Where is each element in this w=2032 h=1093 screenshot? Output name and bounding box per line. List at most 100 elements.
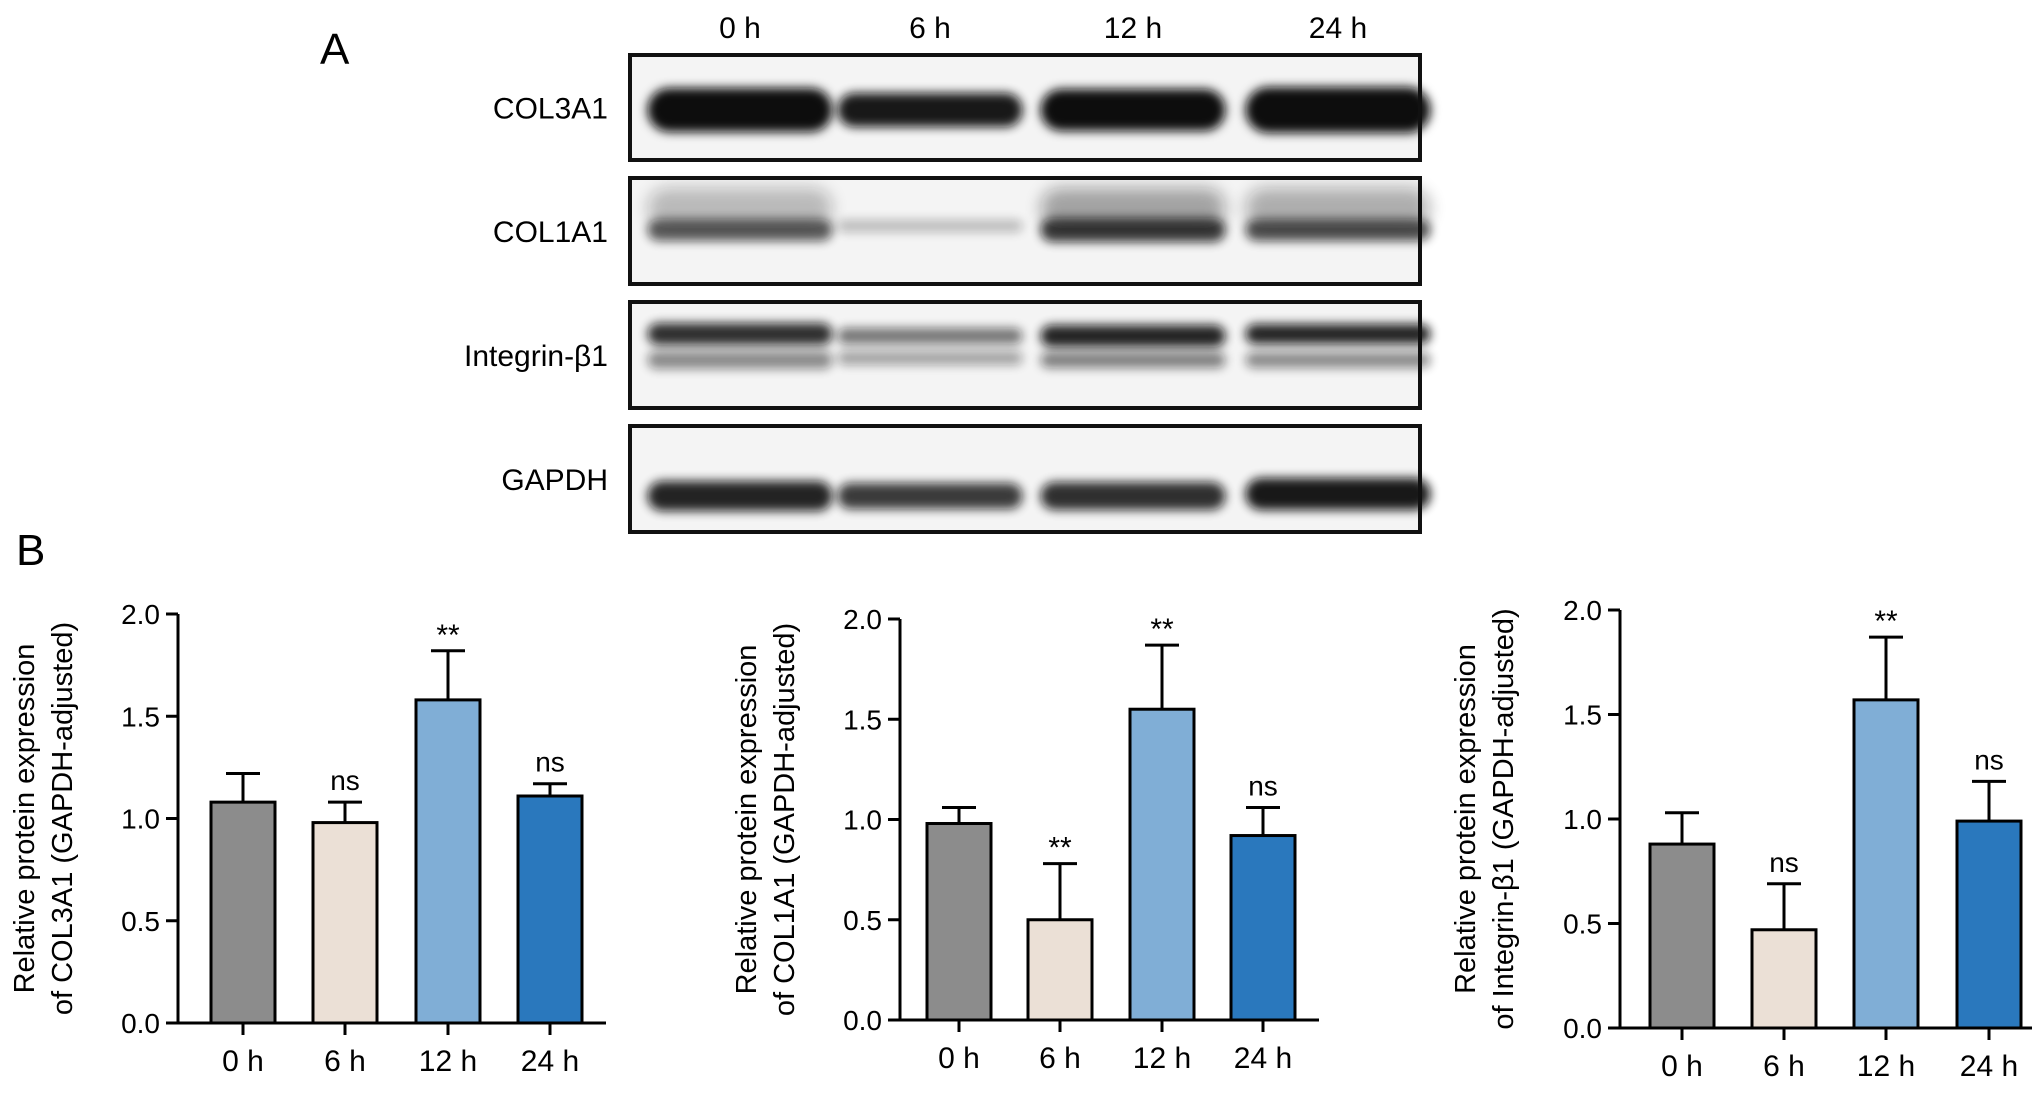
band-col3a1-24-h xyxy=(1245,87,1431,133)
blot-frame xyxy=(628,176,1422,286)
blot-row-integrin-1: Integrin-β1 xyxy=(464,300,1431,410)
y-axis-label-line-2: of Integrin-β1 (GAPDH-adjusted) xyxy=(1488,608,1520,1029)
significance-label-6-h: ns xyxy=(1769,847,1799,878)
bar-0-h xyxy=(209,800,277,1025)
y-tick-label: 1.5 xyxy=(121,701,160,732)
band-col3a1-12-h xyxy=(1040,89,1226,131)
y-axis-label-line-2: of COL1A1 (GAPDH-adjusted) xyxy=(769,623,801,1016)
x-tick-label-6-h: 6 h xyxy=(1039,1042,1081,1075)
significance-label-24-h: ns xyxy=(535,747,565,778)
chart-2: 0.0 0.5 1.0 1.5 2.0 Relative protein expressi… xyxy=(731,604,1319,1075)
y-axis-label-line-1: Relative protein expression xyxy=(731,645,763,995)
blot-row-col3a1: COL3A1 xyxy=(493,53,1431,162)
y-tick-label: 0.0 xyxy=(843,1005,882,1036)
y-tick-label: 2.0 xyxy=(1563,595,1602,626)
band-integrin-1-6-h-1 xyxy=(837,351,1023,365)
y-tick-label: 0.5 xyxy=(843,905,882,936)
panel-a-letter: A xyxy=(320,25,350,74)
significance-label-12-h: ** xyxy=(436,619,460,652)
x-tick-label-24-h: 24 h xyxy=(521,1045,579,1078)
band-integrin-1-0-h xyxy=(647,323,833,345)
band-gapdh-0-h xyxy=(647,481,833,511)
blot-row-col1a1: COL1A1 xyxy=(493,176,1431,286)
x-tick-label-24-h: 24 h xyxy=(1234,1042,1292,1075)
bar-24-h xyxy=(1955,819,2023,1030)
y-tick-label: 1.0 xyxy=(843,805,882,836)
x-tick-label-12-h: 12 h xyxy=(1857,1050,1915,1083)
blot-frame xyxy=(628,53,1422,162)
y-tick-label: 0.0 xyxy=(121,1008,160,1039)
y-tick-label: 1.0 xyxy=(121,804,160,835)
significance-label-6-h: ns xyxy=(330,765,360,796)
protein-label-gapdh: GAPDH xyxy=(501,464,608,497)
band-gapdh-12-h xyxy=(1040,482,1226,510)
bar-0-h xyxy=(1648,842,1716,1030)
bar-12-h xyxy=(414,698,482,1025)
band-col1a1-0-h-1 xyxy=(647,188,833,228)
band-gapdh-6-h xyxy=(837,483,1023,509)
x-tick-label-12-h: 12 h xyxy=(1133,1042,1191,1075)
bar-24-h xyxy=(1229,834,1297,1022)
bar-0-h xyxy=(925,822,993,1022)
protein-label-col3a1: COL3A1 xyxy=(493,93,608,126)
panel-a-western-blot: A 0 h 6 h 12 h 24 h COL3A1 COL1A1 Integrin-β1… xyxy=(320,12,1431,534)
chart-3: 0.0 0.5 1.0 1.5 2.0 Relative protein expressi… xyxy=(1450,595,2032,1083)
y-tick-label: 1.5 xyxy=(843,704,882,735)
x-tick-label-0-h: 0 h xyxy=(1661,1050,1703,1083)
band-col1a1-24-h-1 xyxy=(1245,188,1431,228)
significance-label-6-h: ** xyxy=(1048,832,1072,865)
y-axis-label-line-2: of COL3A1 (GAPDH-adjusted) xyxy=(47,622,79,1015)
panel-b-letter: B xyxy=(16,526,45,575)
band-integrin-1-24-h xyxy=(1245,324,1431,344)
band-col1a1-6-h xyxy=(837,220,1023,232)
panel-b-bar-charts: B 0.0 0.5 1.0 1.5 2.0 Relative protein expres… xyxy=(9,526,2032,1083)
x-tick-label-6-h: 6 h xyxy=(1763,1050,1805,1083)
x-tick-label-12-h: 12 h xyxy=(419,1045,477,1078)
blot-rows: COL3A1 COL1A1 Integrin-β1 GAPDH xyxy=(464,53,1431,534)
blot-frame xyxy=(628,424,1422,534)
band-col3a1-6-h xyxy=(837,93,1023,127)
band-integrin-1-12-h xyxy=(1040,325,1226,347)
band-col3a1-0-h xyxy=(647,88,833,132)
lane-label-12-h: 12 h xyxy=(1104,12,1162,45)
y-tick-label: 1.0 xyxy=(1563,804,1602,835)
bar-12-h xyxy=(1128,707,1196,1022)
band-integrin-1-6-h xyxy=(837,328,1023,344)
x-tick-label-6-h: 6 h xyxy=(324,1045,366,1078)
y-tick-label: 0.0 xyxy=(1563,1013,1602,1044)
lane-label-0-h: 0 h xyxy=(719,12,761,45)
bar-24-h xyxy=(516,794,584,1025)
lane-label-24-h: 24 h xyxy=(1309,12,1367,45)
charts: 0.0 0.5 1.0 1.5 2.0 Relative protein expressi… xyxy=(9,595,2032,1083)
significance-label-12-h: ** xyxy=(1150,613,1174,646)
band-integrin-1-12-h-1 xyxy=(1040,352,1226,368)
blot-frame xyxy=(628,300,1422,410)
significance-label-24-h: ns xyxy=(1974,744,2004,775)
y-axis-label-line-1: Relative protein expression xyxy=(1450,644,1482,994)
protein-label-integrin-1: Integrin-β1 xyxy=(464,340,608,373)
band-gapdh-24-h xyxy=(1245,478,1431,510)
y-tick-label: 1.5 xyxy=(1563,700,1602,731)
lane-label-6-h: 6 h xyxy=(909,12,951,45)
significance-label-12-h: ** xyxy=(1874,605,1898,638)
blot-row-gapdh: GAPDH xyxy=(501,424,1431,534)
y-tick-label: 2.0 xyxy=(121,599,160,630)
bar-6-h xyxy=(311,821,379,1025)
bar-6-h xyxy=(1750,928,1818,1030)
bar-12-h xyxy=(1852,698,1920,1030)
y-axis-label-line-1: Relative protein expression xyxy=(9,644,41,994)
protein-label-col1a1: COL1A1 xyxy=(493,216,608,249)
band-col1a1-12-h-1 xyxy=(1040,188,1226,228)
significance-label-24-h: ns xyxy=(1248,770,1278,801)
x-tick-label-0-h: 0 h xyxy=(938,1042,980,1075)
y-tick-label: 2.0 xyxy=(843,604,882,635)
band-integrin-1-24-h-1 xyxy=(1245,352,1431,368)
lane-labels: 0 h 6 h 12 h 24 h xyxy=(719,12,1367,45)
bar-6-h xyxy=(1026,918,1094,1022)
x-tick-label-0-h: 0 h xyxy=(222,1045,264,1078)
y-tick-label: 0.5 xyxy=(1563,909,1602,940)
chart-1: 0.0 0.5 1.0 1.5 2.0 Relative protein expressi… xyxy=(9,599,606,1078)
band-integrin-1-0-h-1 xyxy=(647,351,833,369)
x-tick-label-24-h: 24 h xyxy=(1960,1050,2018,1083)
